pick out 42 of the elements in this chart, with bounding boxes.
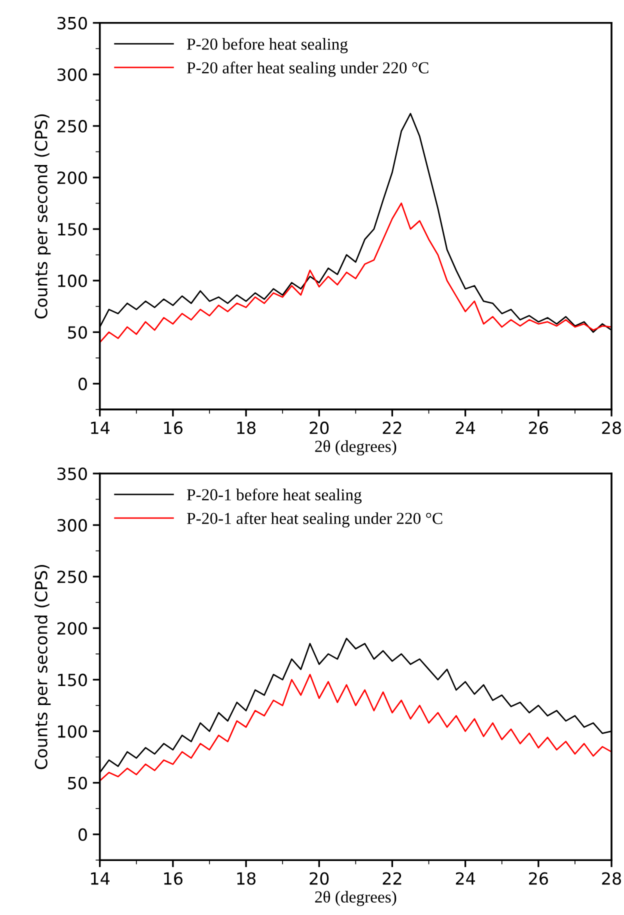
x-tick-label: 18 <box>237 872 256 885</box>
x-tick-label: 26 <box>529 872 548 885</box>
line-series <box>100 202 612 344</box>
x-axis-title: 2θ (degrees) <box>315 440 396 456</box>
legend-label: P-20-1 after heat sealing under 220 °C <box>186 512 442 528</box>
y-tick-label: 300 <box>57 519 87 532</box>
x-tick-label: 22 <box>382 422 402 434</box>
x-tick-label: 24 <box>456 422 475 434</box>
x-tick-label: 14 <box>91 422 110 434</box>
x-tick-label: 26 <box>529 422 548 434</box>
y-tick-label: 300 <box>57 68 87 81</box>
y-tick-label: 50 <box>68 326 87 339</box>
x-tick-label: 14 <box>91 872 110 885</box>
y-tick-label: 200 <box>57 622 87 635</box>
y-tick-label: 150 <box>58 674 87 686</box>
y-tick-label: 50 <box>68 776 87 790</box>
y-tick-label: 350 <box>57 467 87 480</box>
x-tick-label: 24 <box>456 872 475 885</box>
y-tick-label: 200 <box>57 171 87 184</box>
x-tick-label: 18 <box>237 422 256 434</box>
x-tick-label: 16 <box>164 872 182 885</box>
y-tick-label: 100 <box>58 725 87 738</box>
x-tick-label: 20 <box>310 422 329 434</box>
line-series <box>100 674 612 782</box>
y-tick-label: 0 <box>78 828 87 841</box>
x-tick-label: 16 <box>164 422 182 434</box>
y-tick-label: 350 <box>57 16 87 30</box>
y-tick-label: 0 <box>78 378 87 390</box>
x-tick-label: 28 <box>602 422 621 434</box>
y-tick-label: 150 <box>58 223 87 236</box>
y-axis-title: Counts per second (CPS) <box>34 565 51 770</box>
legend-label: P-20 after heat sealing under 220 °C <box>186 62 428 77</box>
y-tick-label: 250 <box>57 120 87 133</box>
y-axis-title: Counts per second (CPS) <box>34 114 51 318</box>
x-tick-label: 20 <box>310 872 329 885</box>
x-axis-title: 2θ (degrees) <box>315 890 396 906</box>
legend-label: P-20 before heat sealing <box>186 38 348 54</box>
x-tick-label: 22 <box>382 872 402 885</box>
legend-label: P-20-1 before heat sealing <box>186 488 362 504</box>
y-tick-label: 100 <box>58 274 87 288</box>
x-tick-label: 28 <box>602 872 621 885</box>
y-tick-label: 250 <box>57 570 87 584</box>
